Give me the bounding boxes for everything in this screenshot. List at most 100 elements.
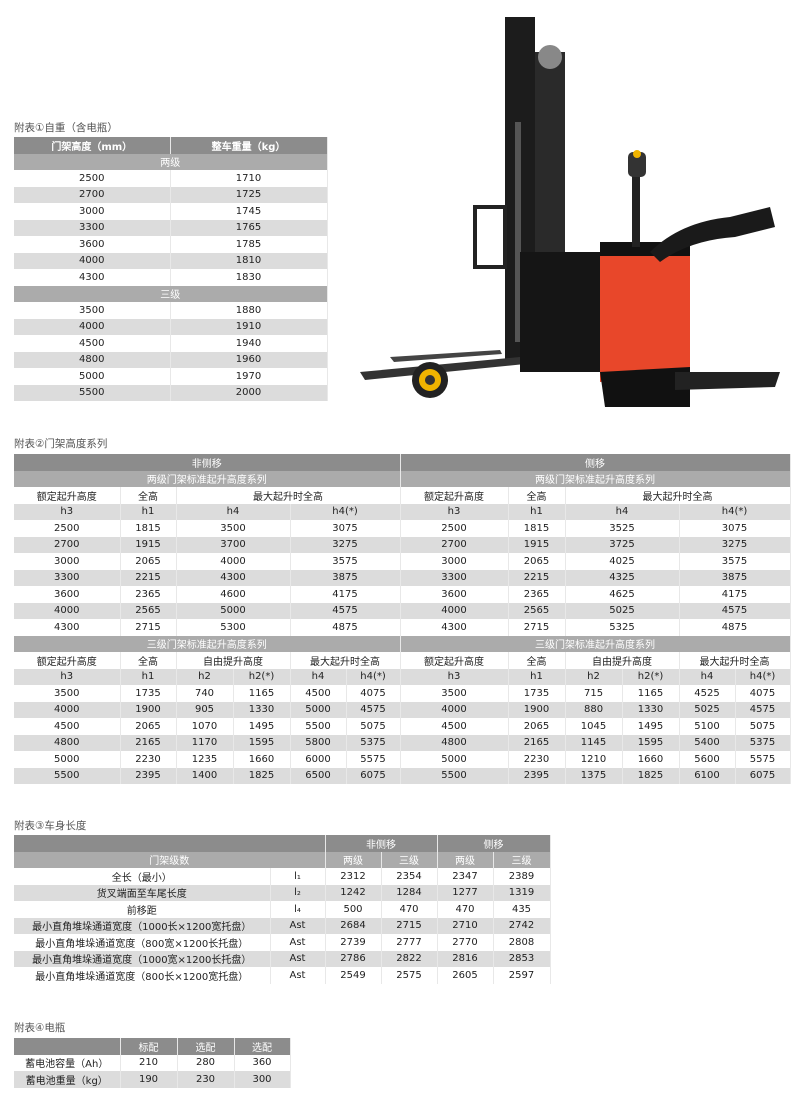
table-cell: 2575: [381, 967, 438, 984]
series-title: 三级门架标准起升高度系列: [400, 635, 791, 652]
table-cell: 1910: [170, 318, 328, 335]
column-header: h4(*): [290, 503, 401, 520]
table-cell: 3300: [14, 569, 121, 586]
table-row: 货叉端面至车尾长度 l₂ 1242 1284 1277 1319: [14, 884, 551, 901]
table-cell: 3500: [400, 685, 509, 702]
table-cell: 1400: [176, 767, 234, 784]
series-title: 三级门架标准起升高度系列: [14, 635, 401, 652]
series-title-row: 三级门架标准起升高度系列 三级门架标准起升高度系列: [14, 635, 791, 652]
table-cell: 2065: [508, 718, 566, 735]
table-cell: 4300: [14, 619, 121, 636]
table-cell: 5000: [14, 751, 121, 768]
table-cell: 3725: [565, 536, 680, 553]
table-cell: 4000: [400, 602, 509, 619]
table-cell: 4500: [290, 685, 347, 702]
table-cell: 1235: [176, 751, 234, 768]
table-cell: 5500: [400, 767, 509, 784]
table-cell: 2395: [508, 767, 566, 784]
column-header: 三级: [381, 851, 438, 868]
table-cell: 2565: [508, 602, 566, 619]
table-cell: 300: [234, 1071, 291, 1088]
table-cell: 2500: [14, 520, 121, 537]
table-cell: 5575: [735, 751, 791, 768]
row-label: 最小直角堆垛通道宽度（1000宽×1200长托盘）: [14, 950, 271, 967]
table-cell: 6075: [346, 767, 401, 784]
table-row: 前移距 l₄ 500 470 470 435: [14, 901, 551, 918]
table-cell: 4525: [679, 685, 736, 702]
table-cell: 1815: [120, 520, 177, 537]
column-header: h4: [290, 668, 347, 685]
column-header: 全高: [120, 487, 177, 504]
table-row: 3000 2065 4000 3575 3000 2065 4025 3575: [14, 553, 791, 570]
table-cell: 2710: [437, 917, 494, 934]
table-cell: 5300: [176, 619, 291, 636]
table-cell: 5025: [679, 701, 736, 718]
table-cell: 880: [565, 701, 623, 718]
side-header: 侧移: [437, 835, 551, 852]
table-cell: 1915: [120, 536, 177, 553]
table-cell: 2808: [493, 934, 551, 951]
column-header: 最大起升时全高: [176, 487, 401, 504]
table-cell: 5000: [176, 602, 291, 619]
column-header: h4(*): [346, 668, 401, 685]
table-cell: 2715: [381, 917, 438, 934]
table-cell: 360: [234, 1054, 291, 1071]
table-row: 4000 2565 5000 4575 4000 2565 5025 4575: [14, 602, 791, 619]
table-cell: 3000: [14, 553, 121, 570]
table-row: 4500 2065 1070 1495 5500 5075 4500 2065 1045 1495…: [14, 718, 791, 735]
table-cell: 4175: [679, 586, 791, 603]
table-row: 全长（最小） l₁ 2312 2354 2347 2389: [14, 868, 551, 885]
column-header: 全高: [120, 652, 177, 669]
header-row: 门架高度（mm） 整车重量（kg）: [14, 137, 328, 154]
table-cell: 2500: [14, 170, 171, 187]
table-cell: 2777: [381, 934, 438, 951]
table-cell: 4175: [290, 586, 401, 603]
body-length-table: 非侧移 侧移 门架级数 两级 三级 两级 三级 全长（最小） l₁ 2312 2354 2347 238…: [14, 835, 551, 984]
table-cell: 3300: [14, 219, 171, 236]
table-cell: 1660: [622, 751, 680, 768]
column-header: 门架高度（mm）: [14, 137, 171, 154]
table-cell: 5075: [346, 718, 401, 735]
mast-height-table: 非侧移 侧移 两级门架标准起升高度系列 两级门架标准起升高度系列 额定起升高度 全高 最大起…: [14, 454, 791, 784]
table-cell: 740: [176, 685, 234, 702]
table-cell: 715: [565, 685, 623, 702]
table4-caption: 附表④电瓶: [14, 1022, 66, 1034]
column-header: h3: [14, 503, 121, 520]
column-header: h3: [400, 668, 509, 685]
column-header: h4: [176, 503, 291, 520]
table-row: 最小直角堆垛通道宽度（1000宽×1200长托盘） Ast 2786 2822 2816…: [14, 950, 551, 967]
table-cell: 1210: [565, 751, 623, 768]
table-row: 5000 1970: [14, 368, 328, 385]
column-header: h3: [400, 503, 509, 520]
column-header: h2: [176, 668, 234, 685]
table-row: 最小直角堆垛通道宽度（1000长×1200宽托盘） Ast 2684 2715 2710…: [14, 917, 551, 934]
table-cell: 5100: [679, 718, 736, 735]
table-cell: 1242: [325, 884, 382, 901]
table-cell: 4500: [14, 335, 171, 352]
table-cell: 1880: [170, 302, 328, 319]
table-cell: 4575: [290, 602, 401, 619]
table-cell: 2065: [120, 553, 177, 570]
table-cell: 3500: [14, 302, 171, 319]
column-header: 最大起升时全高: [290, 652, 401, 669]
table-cell: 3500: [176, 520, 291, 537]
table-cell: 4575: [679, 602, 791, 619]
table-row: 3000 1745: [14, 203, 328, 220]
table-cell: 5075: [735, 718, 791, 735]
table-row: 3600 2365 4600 4175 3600 2365 4625 4175: [14, 586, 791, 603]
table-cell: 2065: [120, 718, 177, 735]
table-cell: 1815: [508, 520, 566, 537]
table-cell: 1165: [622, 685, 680, 702]
table1-caption: 附表①自重（含电瓶）: [14, 122, 118, 134]
column-header: 全高: [508, 487, 566, 504]
table-row: 3300 2215 4300 3875 3300 2215 4325 3875: [14, 569, 791, 586]
table-row: 2500 1815 3500 3075 2500 1815 3525 3075: [14, 520, 791, 537]
column-header: 额定起升高度: [400, 487, 509, 504]
table-cell: 2347: [437, 868, 494, 885]
table-cell: 4325: [565, 569, 680, 586]
row-label: 最小直角堆垛通道宽度（800长×1200宽托盘）: [14, 967, 271, 984]
table-cell: 1660: [233, 751, 291, 768]
table-cell: 1710: [170, 170, 328, 187]
table-cell: 190: [120, 1071, 178, 1088]
table-cell: 1765: [170, 219, 328, 236]
